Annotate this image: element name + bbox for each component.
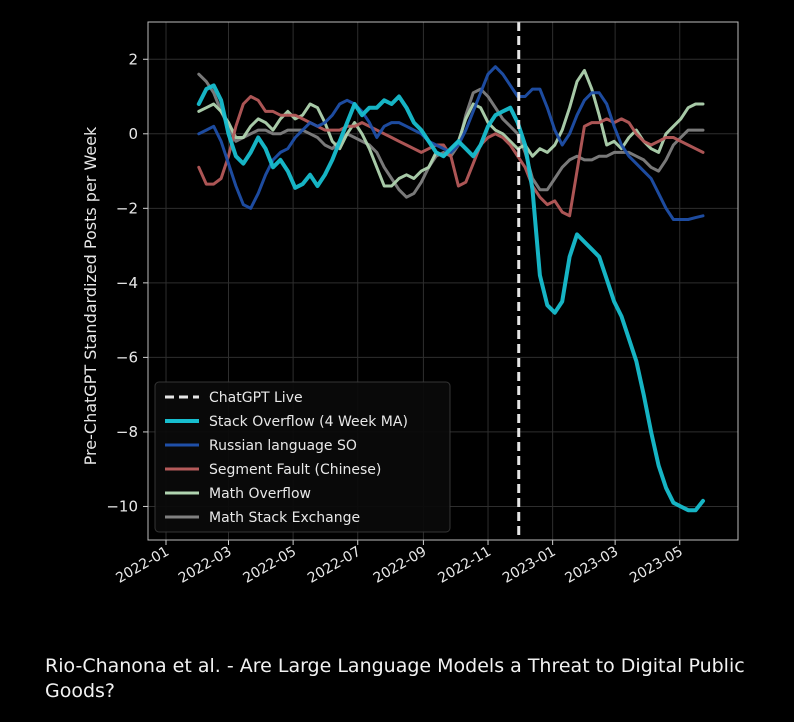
legend-label: Russian language SO [209,438,357,454]
plot-frame [147,21,739,541]
legend-box [154,381,451,533]
legend-label: Segment Fault (Chinese) [209,462,381,478]
y-tick-label: −8 [116,423,138,441]
series-line-segment-fault-chinese- [197,95,705,218]
x-tick-label: 2022-07 [305,544,364,587]
y-tick-label: 2 [128,50,138,68]
x-tick-label: 2022-11 [435,544,494,587]
y-tick-label: −2 [116,199,138,217]
legend-label: ChatGPT Live [209,390,303,406]
y-axis-label: Pre-ChatGPT Standardized Posts per Week [81,126,100,465]
legend: ChatGPT Live Stack Overflow (4 Week MA) Ru… [154,381,451,533]
series-line-russian-language-so [197,65,705,221]
legend-label: Math Stack Exchange [209,510,360,526]
figure-caption: Rio-Chanona et al. - Are Large Language … [45,655,745,702]
legend-label: Math Overflow [209,486,311,502]
x-tick-label: 2023-03 [562,544,621,587]
series-line-stack-overflow-4-week-ma- [196,83,705,513]
x-tick-label: 2022-09 [371,544,430,587]
line-chart: Pre-ChatGPT Standardized Posts per Week … [81,21,739,587]
x-tick-label: 2022-01 [113,544,172,587]
legend-label: Stack Overflow (4 Week MA) [209,414,408,430]
y-tick-label: −4 [116,274,138,292]
x-tick-label: 2023-01 [500,544,559,587]
x-tick-label: 2022-03 [176,544,235,587]
y-tick-label: 0 [128,125,138,143]
y-tick-label: −6 [116,348,138,366]
x-tick-label: 2023-05 [627,544,686,587]
y-tick-label: −10 [106,497,138,515]
x-tick-label: 2022-05 [240,544,299,587]
